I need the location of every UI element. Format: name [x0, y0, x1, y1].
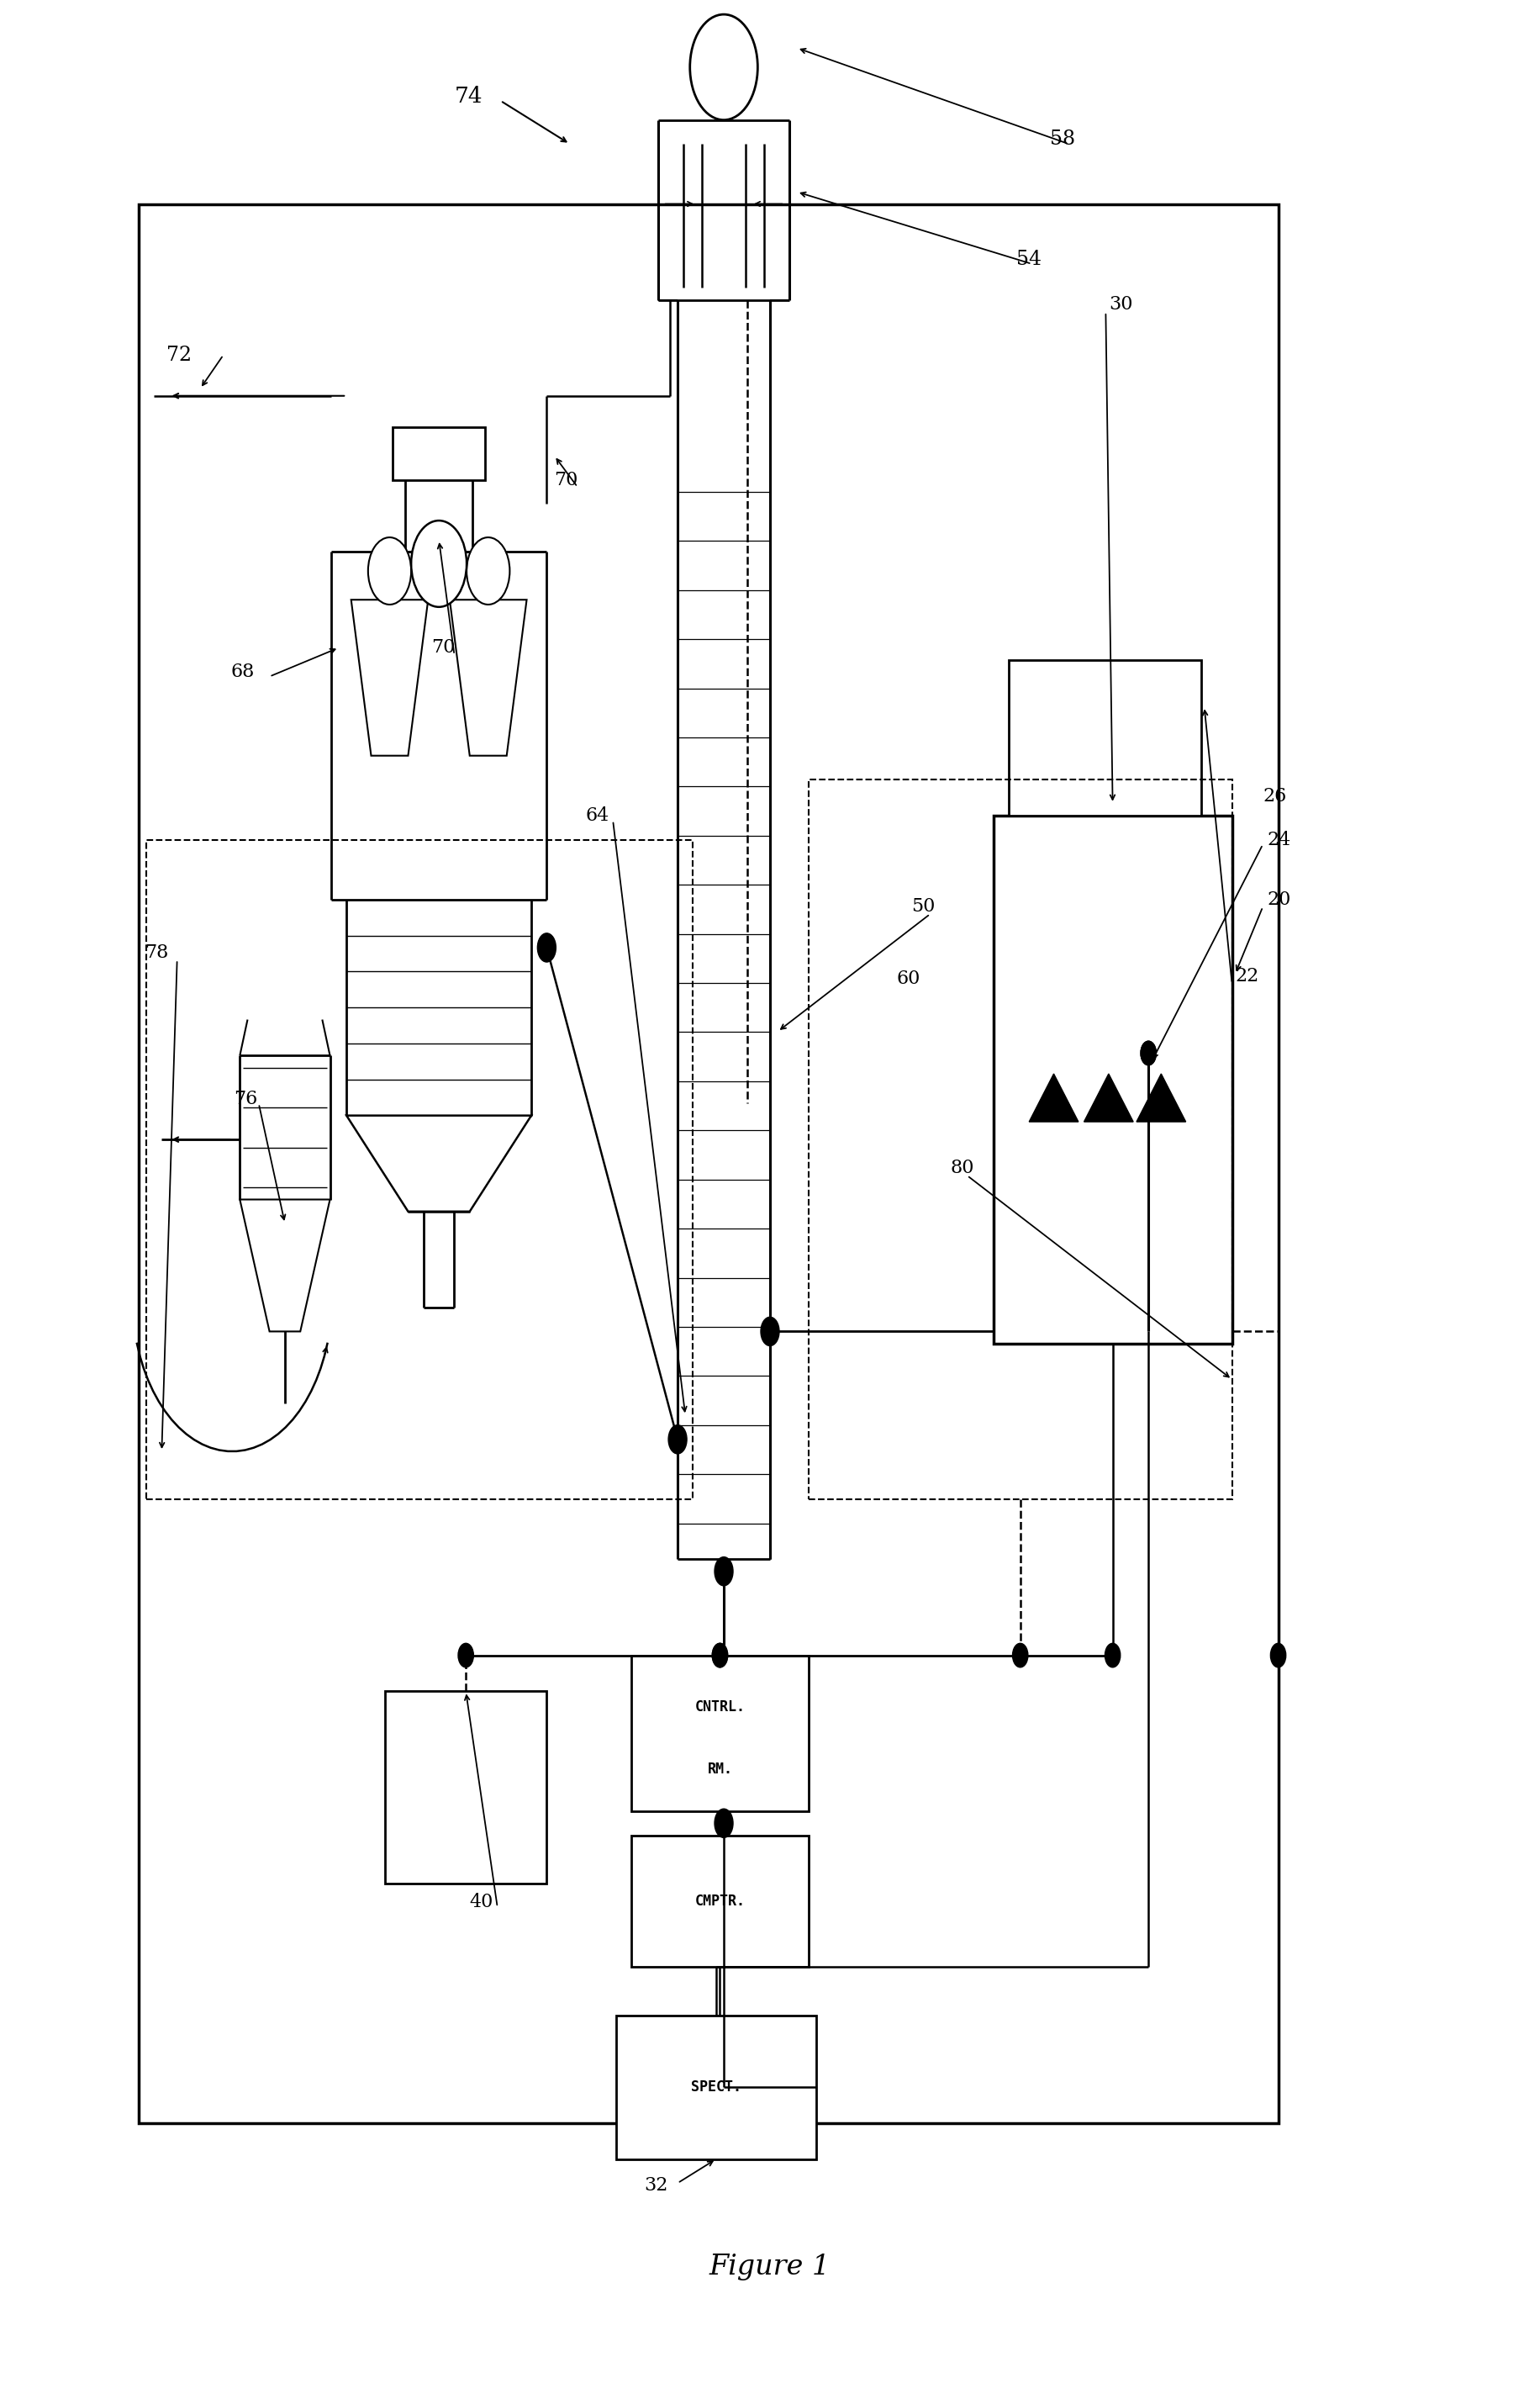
Polygon shape: [1084, 1075, 1133, 1123]
Circle shape: [537, 933, 556, 962]
Text: 76: 76: [234, 1089, 257, 1108]
Circle shape: [1270, 1643, 1286, 1667]
Text: 58: 58: [1050, 130, 1075, 149]
Bar: [631, 1835, 809, 1967]
Circle shape: [715, 1557, 733, 1586]
Text: 26: 26: [1263, 787, 1286, 806]
Circle shape: [711, 1643, 727, 1667]
Bar: [385, 1691, 547, 1883]
Bar: [616, 2015, 816, 2159]
Circle shape: [711, 1643, 727, 1667]
Text: RM.: RM.: [707, 1761, 733, 1778]
Text: CNTRL.: CNTRL.: [695, 1698, 745, 1715]
Text: Figure 1: Figure 1: [710, 2253, 830, 2281]
Circle shape: [1106, 1643, 1121, 1667]
Text: 70: 70: [431, 638, 454, 657]
Bar: [993, 816, 1232, 1343]
Circle shape: [761, 1317, 779, 1346]
Circle shape: [1013, 1643, 1029, 1667]
Polygon shape: [450, 600, 527, 756]
Text: 24: 24: [1267, 830, 1291, 849]
Bar: [809, 780, 1232, 1499]
Text: 40: 40: [470, 1893, 493, 1912]
Circle shape: [1141, 1041, 1157, 1065]
Text: 64: 64: [585, 806, 608, 825]
Text: 60: 60: [896, 969, 919, 988]
Circle shape: [690, 14, 758, 120]
Circle shape: [411, 521, 467, 607]
Text: 54: 54: [1016, 249, 1041, 269]
Bar: [146, 840, 693, 1499]
Text: 22: 22: [1235, 967, 1258, 986]
Circle shape: [467, 537, 510, 605]
Text: 68: 68: [231, 662, 254, 681]
Polygon shape: [240, 1200, 330, 1331]
Circle shape: [668, 1425, 687, 1454]
Polygon shape: [1029, 1075, 1078, 1123]
Text: 80: 80: [950, 1159, 975, 1178]
Text: 78: 78: [145, 943, 168, 962]
Polygon shape: [351, 600, 428, 756]
Bar: [1009, 660, 1201, 816]
Bar: [139, 204, 1278, 2123]
Bar: [393, 427, 485, 480]
Text: 72: 72: [166, 345, 191, 365]
Circle shape: [459, 1643, 473, 1667]
Text: 70: 70: [554, 470, 578, 489]
Text: 50: 50: [912, 897, 935, 916]
Bar: [631, 1655, 809, 1811]
Text: 30: 30: [1109, 295, 1133, 314]
Polygon shape: [1137, 1075, 1186, 1123]
Polygon shape: [346, 1116, 531, 1211]
Circle shape: [1141, 1041, 1157, 1065]
Text: SPECT.: SPECT.: [691, 2080, 741, 2094]
Text: 20: 20: [1267, 890, 1291, 909]
Text: 32: 32: [644, 2176, 667, 2195]
Circle shape: [368, 537, 411, 605]
Circle shape: [715, 1809, 733, 1838]
Text: CMPTR.: CMPTR.: [695, 1893, 745, 1910]
Text: 74: 74: [454, 86, 482, 106]
